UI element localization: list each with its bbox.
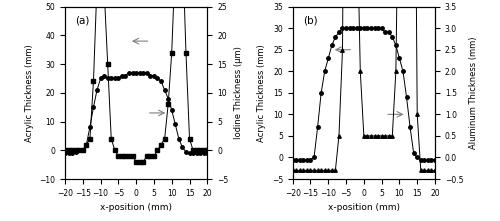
Y-axis label: Acrylic Thickness (mm): Acrylic Thickness (mm) xyxy=(24,44,34,142)
Y-axis label: Acrylic Thickness (mm): Acrylic Thickness (mm) xyxy=(257,44,266,142)
X-axis label: x-position (mm): x-position (mm) xyxy=(100,203,172,212)
Y-axis label: Iodine Thickness (μm): Iodine Thickness (μm) xyxy=(234,46,243,139)
X-axis label: x-position (mm): x-position (mm) xyxy=(328,203,400,212)
Text: (b): (b) xyxy=(302,15,318,25)
Y-axis label: Aluminum Thickness (mm): Aluminum Thickness (mm) xyxy=(469,36,478,149)
Text: (a): (a) xyxy=(75,15,90,25)
